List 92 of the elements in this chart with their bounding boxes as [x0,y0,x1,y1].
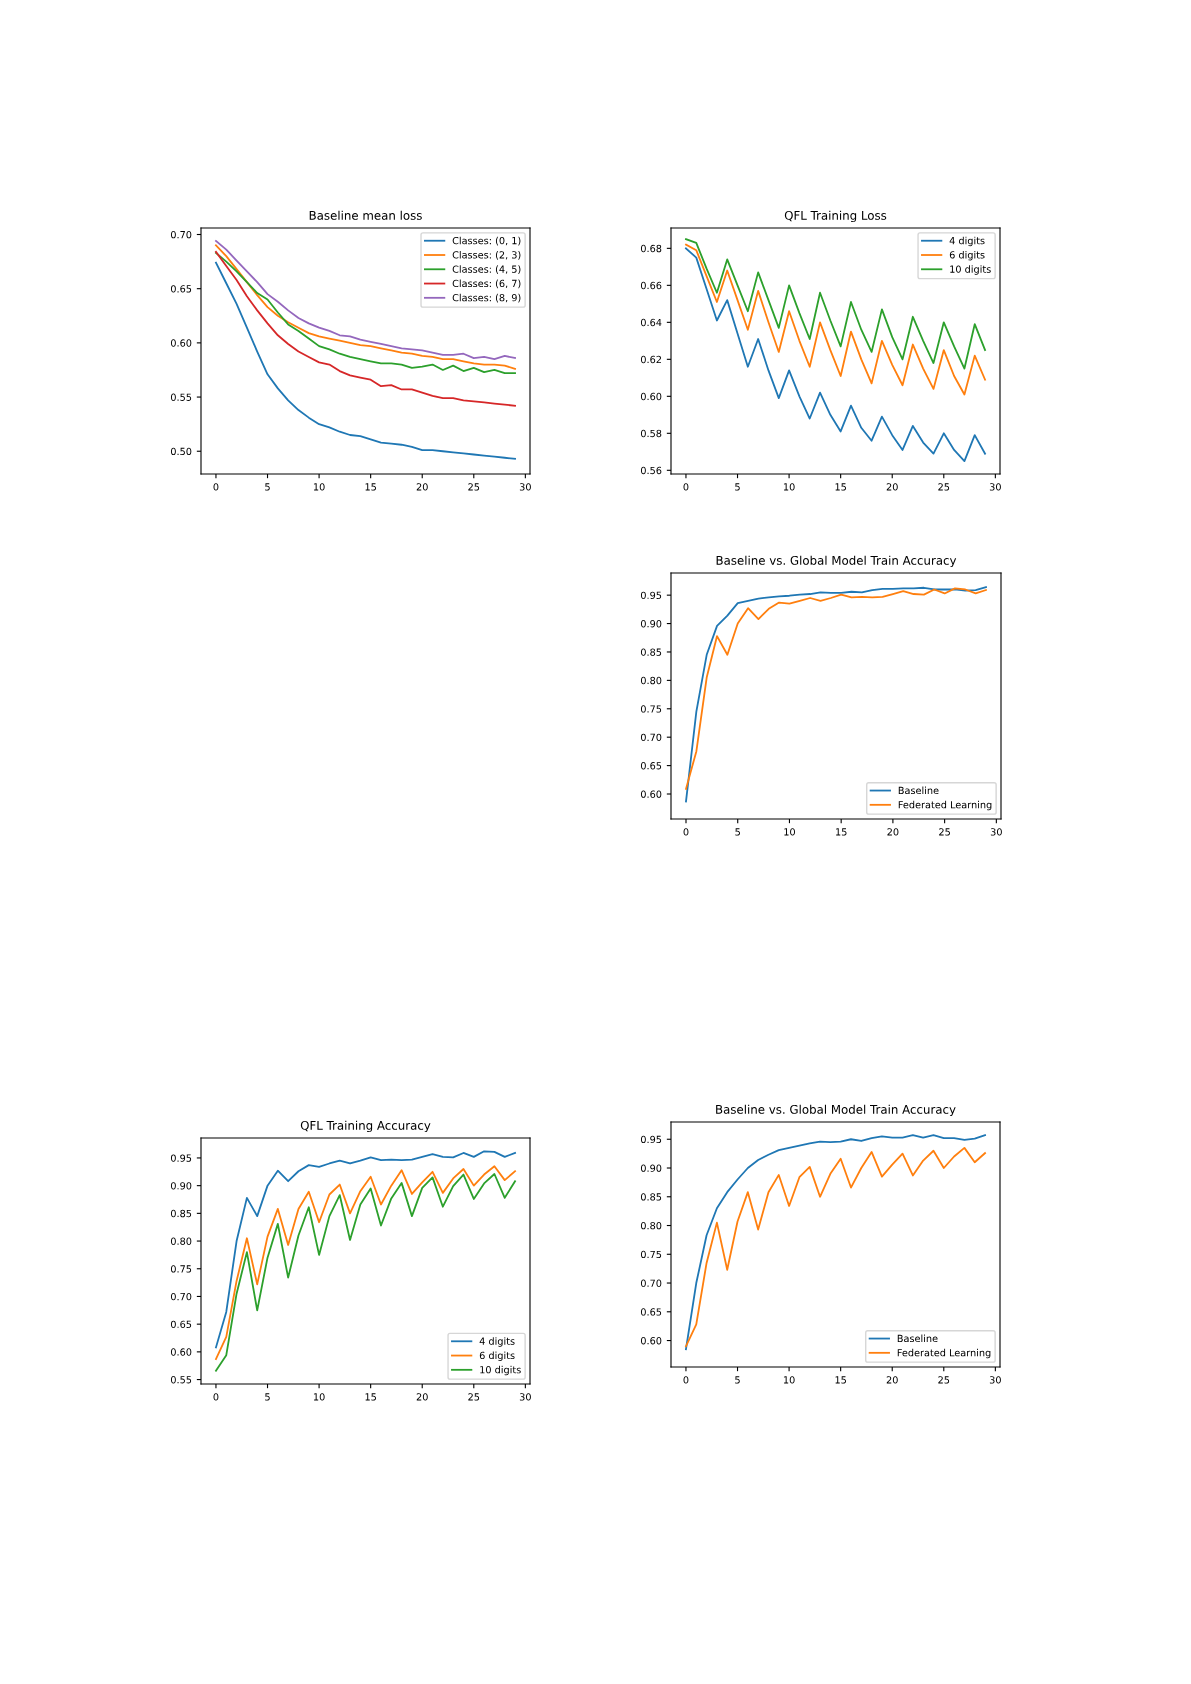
x-tick-label: 0 [213,483,219,491]
y-tick-label: 0.60 [640,1337,662,1345]
x-tick-label: 20 [886,1376,898,1384]
y-tick-label: 0.60 [640,790,662,798]
y-tick-label: 0.60 [170,339,192,347]
legend-label: Classes: (4, 5) [452,265,521,274]
x-tick-label: 25 [939,828,950,836]
chart-title: QFL Training Accuracy [300,1120,431,1133]
y-tick-label: 0.80 [640,676,662,685]
x-tick-label: 30 [989,483,1001,491]
legend-label: Classes: (2, 3) [452,251,521,260]
y-tick-label: 0.90 [640,620,662,628]
y-tick-label: 0.68 [640,244,662,253]
y-tick-label: 0.58 [640,429,662,438]
x-tick-label: 10 [313,483,325,491]
chart-title: QFL Training Loss [784,210,887,223]
y-tick-label: 0.55 [170,393,192,401]
legend-label: Classes: (8, 9) [452,293,521,303]
x-tick-label: 20 [886,483,898,491]
legend-label: 4 digits [479,1337,515,1347]
chart-title: Baseline vs. Global Model Train Accuracy [716,1104,956,1117]
y-tick-label: 0.85 [170,1209,192,1218]
legend-label: Classes: (6, 7) [452,279,521,289]
y-tick-label: 0.70 [170,1292,192,1301]
y-tick-label: 0.60 [170,1348,192,1356]
y-tick-label: 0.62 [640,355,661,364]
x-tick-label: 25 [468,1393,480,1401]
x-tick-label: 15 [365,483,376,491]
x-tick-label: 0 [683,1376,689,1384]
y-tick-label: 0.75 [170,1265,192,1273]
x-tick-label: 10 [313,1393,325,1401]
x-tick-label: 10 [783,483,795,491]
y-tick-label: 0.75 [640,1250,662,1259]
y-tick-label: 0.85 [640,1193,662,1201]
y-tick-label: 0.56 [640,466,662,475]
x-tick-label: 5 [735,483,740,491]
x-tick-label: 15 [836,828,847,836]
legend-label: 10 digits [480,1365,521,1376]
x-tick-label: 5 [265,483,270,491]
legend-label: Federated Learning [897,1348,991,1359]
y-tick-label: 0.60 [640,392,662,401]
x-tick-label: 25 [938,1376,950,1384]
y-tick-label: 0.55 [170,1376,192,1384]
y-tick-label: 0.65 [170,1320,192,1328]
x-tick-label: 15 [365,1393,376,1401]
x-tick-label: 15 [835,1376,846,1384]
y-tick-label: 0.70 [640,733,662,742]
chart-title: Baseline mean loss [309,210,422,220]
x-tick-label: 0 [683,483,689,491]
y-tick-label: 0.75 [640,705,662,713]
x-tick-label: 30 [990,828,1002,836]
y-tick-label: 0.90 [640,1164,662,1172]
x-tick-label: 25 [938,483,950,491]
x-tick-label: 30 [989,1376,1001,1384]
x-tick-label: 15 [835,483,846,491]
y-tick-label: 0.66 [640,281,662,290]
y-tick-label: 0.65 [170,285,192,293]
x-tick-label: 5 [735,1376,740,1384]
y-tick-label: 0.80 [640,1222,662,1230]
legend-label: Baseline [897,1334,938,1343]
legend-label: 6 digits [949,251,985,261]
y-tick-label: 0.95 [640,591,662,599]
x-tick-label: 0 [213,1393,219,1401]
y-tick-label: 0.85 [640,648,662,656]
legend-label: 10 digits [950,265,991,275]
x-tick-label: 5 [265,1393,270,1401]
x-tick-label: 25 [468,483,480,491]
x-tick-label: 0 [683,828,689,836]
x-tick-label: 30 [519,1393,531,1401]
legend-label: Classes: (0, 1) [452,236,521,246]
x-tick-label: 20 [887,828,899,836]
y-tick-label: 0.65 [640,1308,662,1316]
y-tick-label: 0.90 [170,1182,192,1190]
y-tick-label: 0.95 [640,1135,662,1144]
y-tick-label: 0.70 [640,1279,662,1287]
chart-title: Baseline vs. Global Model Train Accuracy [716,555,957,568]
legend-label: Federated Learning [898,800,992,811]
x-tick-label: 20 [416,483,428,491]
legend-label: 4 digits [949,236,985,247]
x-tick-label: 10 [784,828,795,836]
legend-label: Baseline [898,786,939,795]
x-tick-label: 5 [735,828,740,836]
y-tick-label: 0.80 [170,1237,192,1245]
x-tick-label: 30 [519,483,531,491]
y-tick-label: 0.95 [170,1154,192,1162]
y-tick-label: 0.50 [170,447,192,456]
x-tick-label: 10 [783,1376,795,1384]
legend-label: 6 digits [479,1351,515,1361]
y-tick-label: 0.64 [640,318,662,327]
x-tick-label: 20 [416,1393,428,1401]
y-tick-label: 0.70 [170,230,192,239]
y-tick-label: 0.65 [640,762,662,770]
